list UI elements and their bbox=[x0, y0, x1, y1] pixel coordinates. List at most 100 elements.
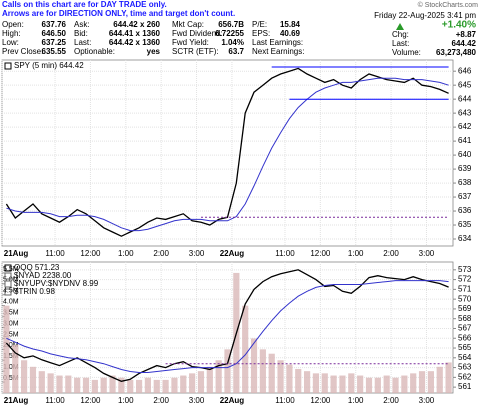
x-tick-label: 12:00 bbox=[80, 249, 101, 258]
volume-bar bbox=[418, 371, 426, 393]
quote-value: 15.84 bbox=[280, 20, 301, 29]
y-tick-label: 564 bbox=[458, 353, 472, 362]
x-tick-label: 11:00 bbox=[45, 396, 65, 405]
quote-date: Friday 22-Aug-2025 3:41 pm bbox=[374, 11, 476, 20]
x-tick-label: 12:00 bbox=[310, 396, 331, 405]
quote-value: 637.25 bbox=[42, 38, 67, 47]
series-line bbox=[6, 77, 449, 232]
volume-bar bbox=[392, 377, 399, 393]
quote-label: Prev Close: bbox=[2, 47, 43, 56]
volume-bar bbox=[189, 373, 196, 393]
y-tick-label: 573 bbox=[458, 265, 472, 274]
y2-tick-label: 4.0M bbox=[3, 299, 19, 306]
y-tick-label: 638 bbox=[458, 178, 472, 187]
x-tick-label: 3:00 bbox=[419, 249, 435, 258]
series-line bbox=[5, 67, 449, 237]
y-tick-label: 646 bbox=[458, 66, 472, 75]
volume-bar bbox=[82, 377, 90, 393]
volume-bar bbox=[12, 344, 19, 393]
quote-value: yes bbox=[147, 47, 161, 56]
note-line: Arrows are for DIRECTION ONLY, time and … bbox=[2, 9, 235, 18]
legend-swatch bbox=[4, 62, 12, 70]
x-tick-label: 21Aug bbox=[4, 396, 29, 405]
y-tick-label: 634 bbox=[458, 234, 472, 243]
volume-bar bbox=[56, 375, 63, 393]
x-tick-label: 22Aug bbox=[220, 249, 245, 258]
quote-label: SCTR (ETF): bbox=[172, 47, 219, 56]
y-tick-label: 636 bbox=[458, 206, 472, 215]
y-tick-label: 643 bbox=[458, 108, 472, 117]
y-tick-label: 635 bbox=[458, 220, 472, 229]
x-tick-label: 3:00 bbox=[189, 396, 205, 405]
legend-swatch bbox=[4, 272, 12, 280]
y-tick-label: 571 bbox=[458, 284, 472, 293]
quote-value: 6.72255 bbox=[215, 29, 244, 38]
volume-bar bbox=[303, 371, 311, 393]
y2-tick-label: 3.0M bbox=[3, 320, 19, 327]
volume-bar bbox=[401, 375, 408, 393]
quote-value: 637.76 bbox=[42, 20, 67, 29]
quote-value: 63,273,480 bbox=[436, 48, 477, 57]
change-pct: +1.40% bbox=[442, 20, 476, 31]
volume-bar bbox=[47, 373, 54, 393]
y-tick-label: 645 bbox=[458, 80, 472, 89]
volume-bar bbox=[374, 377, 381, 393]
volume-bar bbox=[197, 371, 205, 393]
y-tick-label: 568 bbox=[458, 314, 472, 323]
volume-bar bbox=[74, 377, 81, 393]
quote-label: P/E: bbox=[252, 20, 267, 29]
volume-bar bbox=[348, 373, 355, 393]
y-tick-label: 639 bbox=[458, 164, 472, 173]
volume-bar bbox=[330, 375, 337, 393]
quote-label: Ask: bbox=[74, 20, 90, 29]
y-tick-label: 567 bbox=[458, 324, 472, 333]
x-tick-label: 3:00 bbox=[419, 396, 435, 405]
y-tick-label: 566 bbox=[458, 333, 472, 342]
quote-value: 63.7 bbox=[228, 47, 244, 56]
annotation: $TRIN 0.98 bbox=[14, 287, 55, 296]
volume-bar bbox=[109, 375, 116, 393]
quote-value: 644.42 x 1360 bbox=[109, 38, 161, 47]
quote-label: Last Earnings: bbox=[252, 38, 303, 47]
volume-bar bbox=[321, 373, 328, 393]
series-line bbox=[6, 280, 449, 373]
plot-area bbox=[1, 59, 454, 247]
volume-bar bbox=[215, 360, 222, 393]
quote-value: 644.42 bbox=[452, 39, 477, 48]
x-tick-label: 12:00 bbox=[310, 249, 331, 258]
y2-tick-label: 0.5M bbox=[3, 375, 19, 382]
x-tick-label: 11:00 bbox=[275, 396, 295, 405]
y-tick-label: 563 bbox=[458, 363, 472, 372]
volume-bar bbox=[180, 375, 187, 393]
legend-swatch bbox=[4, 264, 12, 272]
quote-value: 635.55 bbox=[42, 47, 67, 56]
x-tick-label: 2:00 bbox=[383, 249, 399, 258]
quote-label: Low: bbox=[2, 38, 19, 47]
annotation: $NYUPV:$NYDNV 8.99 bbox=[14, 279, 99, 288]
y-tick-label: 644 bbox=[458, 94, 472, 103]
note-box bbox=[0, 0, 212, 19]
quote-label: Open: bbox=[2, 20, 24, 29]
y-tick-label: 640 bbox=[458, 150, 472, 159]
legend-swatch bbox=[4, 288, 12, 296]
y2-tick-label: 3.5M bbox=[3, 309, 19, 316]
volume-bar bbox=[100, 377, 107, 393]
y-tick-label: 569 bbox=[458, 304, 472, 313]
up-arrow bbox=[396, 23, 404, 30]
volume-bar bbox=[3, 305, 10, 393]
quote-value: 1.04% bbox=[221, 38, 244, 47]
quote-label: Optionable: bbox=[74, 47, 115, 56]
y2-tick-label: 1.0M bbox=[3, 364, 19, 371]
quote-label: Last: bbox=[392, 39, 409, 48]
volume-bar bbox=[118, 377, 125, 393]
watermark: © StockCharts.com bbox=[418, 1, 479, 9]
legend-label: SPY (5 min) 644.42 bbox=[14, 61, 84, 70]
x-tick-label: 1:00 bbox=[348, 249, 364, 258]
legend-label: QQQ 571.23 bbox=[14, 263, 60, 272]
quote-label: Fwd Yield: bbox=[172, 38, 209, 47]
annotation: $NYAD 2238.00 bbox=[14, 271, 72, 280]
note-line: Calls on this chart are for DAY TRADE on… bbox=[2, 0, 167, 9]
volume-bar bbox=[91, 379, 98, 393]
